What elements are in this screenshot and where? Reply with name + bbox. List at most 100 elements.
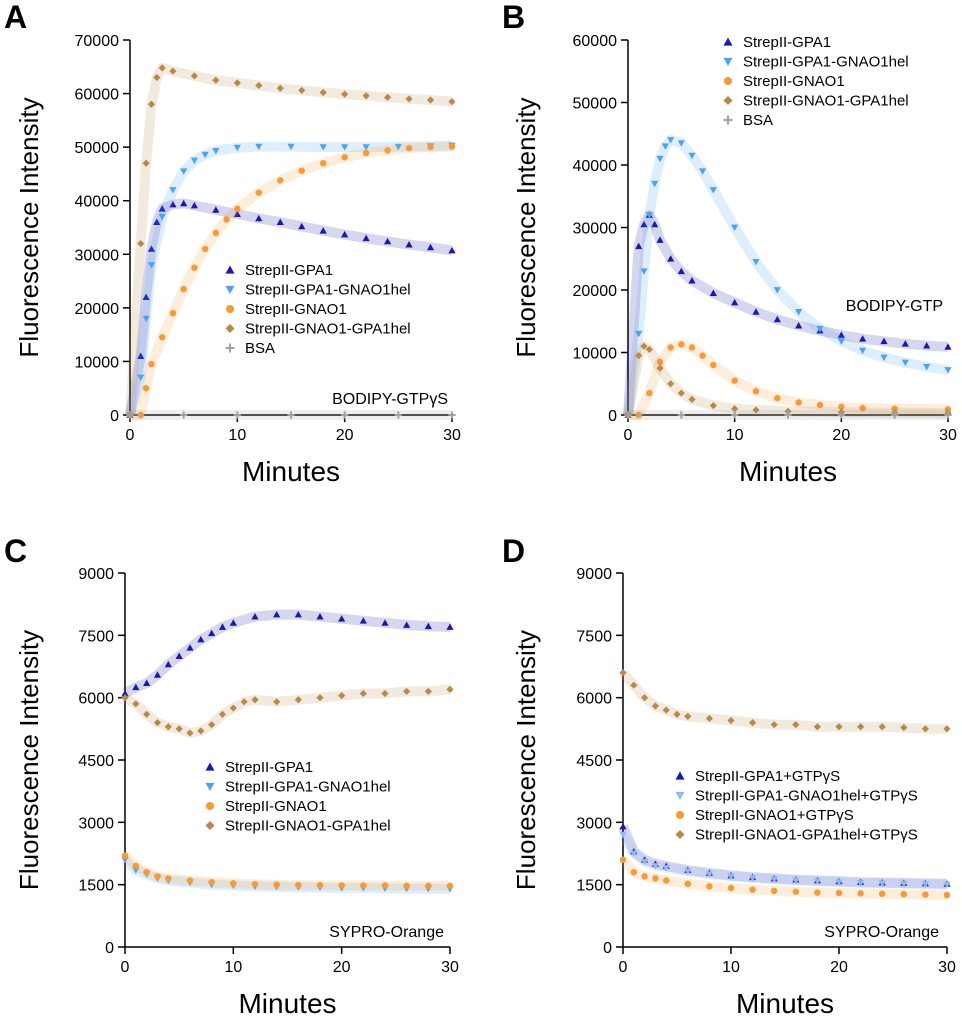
legend-marker <box>675 791 685 800</box>
data-point <box>143 679 151 687</box>
data-point <box>341 411 349 419</box>
legend-marker <box>225 285 235 294</box>
data-point <box>880 337 888 345</box>
data-point <box>835 723 843 731</box>
data-point <box>677 140 685 147</box>
data-point <box>688 152 696 160</box>
data-point <box>446 882 454 890</box>
data-point <box>362 234 370 242</box>
data-point <box>635 352 643 360</box>
data-point <box>251 613 259 620</box>
data-point <box>752 406 760 414</box>
data-point <box>276 84 284 92</box>
data-point <box>943 881 951 889</box>
data-point <box>662 865 670 872</box>
data-point <box>158 213 166 221</box>
panel-letter: C <box>4 533 27 569</box>
data-point <box>795 322 803 329</box>
y-tick-label: 30000 <box>75 247 120 264</box>
data-point <box>426 96 435 104</box>
data-point <box>651 863 659 870</box>
data-point <box>838 403 845 411</box>
x-tick-label: 20 <box>333 959 351 976</box>
data-point <box>662 877 670 884</box>
y-tick-label: 70000 <box>75 33 120 50</box>
data-point <box>891 405 898 412</box>
data-point <box>142 384 150 392</box>
data-point <box>684 868 692 875</box>
data-point <box>251 881 259 888</box>
data-point <box>233 79 241 87</box>
legend-label: StrepII-GPA1-GNAO1hel <box>743 54 909 71</box>
data-point <box>667 255 675 262</box>
data-point <box>298 222 306 230</box>
data-point <box>795 308 803 316</box>
data-point <box>837 331 845 338</box>
data-point <box>619 831 627 839</box>
data-point <box>749 886 756 893</box>
data-point <box>180 199 188 207</box>
legend-label: StrepII-GNAO1-GPA1hel+GTPγS <box>695 827 918 844</box>
data-point <box>158 64 166 72</box>
error-band <box>130 141 453 420</box>
data-point <box>298 86 306 94</box>
data-point <box>142 293 150 301</box>
data-point <box>705 714 713 723</box>
data-point <box>901 340 909 347</box>
data-point <box>190 157 198 165</box>
data-point <box>699 168 707 175</box>
data-point <box>773 315 781 323</box>
x-tick-label: 10 <box>228 427 246 444</box>
data-point <box>148 360 155 368</box>
data-point <box>427 143 434 151</box>
y-tick-label: 50000 <box>75 140 120 157</box>
data-point <box>651 220 659 228</box>
x-tick-label: 30 <box>939 427 957 444</box>
data-point <box>126 411 134 419</box>
data-point <box>319 159 327 167</box>
data-point <box>197 635 205 643</box>
data-point <box>656 155 664 163</box>
data-point <box>446 623 454 630</box>
panel-letter: B <box>502 0 525 35</box>
data-point <box>752 388 760 395</box>
data-point <box>774 394 781 402</box>
data-point <box>749 875 757 882</box>
data-point <box>121 694 129 702</box>
data-point <box>900 890 908 898</box>
data-point <box>857 723 865 731</box>
data-point <box>640 220 648 228</box>
data-point <box>731 411 739 419</box>
data-point <box>727 873 735 880</box>
data-point <box>319 88 327 97</box>
series-0 <box>121 609 454 698</box>
data-point <box>153 73 161 82</box>
y-tick-label: 60000 <box>75 87 120 104</box>
legend-marker <box>723 57 733 66</box>
legend-label: StrepII-GNAO1-GPA1hel <box>245 321 411 338</box>
data-point <box>784 407 792 415</box>
data-point <box>360 882 367 889</box>
x-tick-label: 10 <box>224 959 242 976</box>
data-point <box>635 330 643 338</box>
annotation: SYPRO-Orange <box>824 924 939 941</box>
data-point <box>276 218 284 226</box>
data-point <box>403 621 411 628</box>
data-point <box>132 867 140 874</box>
data-point <box>316 881 324 889</box>
data-point <box>384 237 392 245</box>
legend-label: StrepII-GNAO1 <box>245 301 347 318</box>
error-band <box>122 609 451 698</box>
data-point <box>294 696 302 704</box>
x-tick-label: 20 <box>832 427 850 444</box>
legend-label: StrepII-GPA1 <box>743 34 831 51</box>
data-point <box>273 881 280 888</box>
data-point <box>287 143 295 151</box>
data-point <box>295 881 302 889</box>
y-tick-label: 0 <box>105 940 114 957</box>
data-point <box>191 264 198 271</box>
error-band <box>125 140 453 417</box>
error-band <box>125 62 453 416</box>
data-point <box>255 214 263 222</box>
